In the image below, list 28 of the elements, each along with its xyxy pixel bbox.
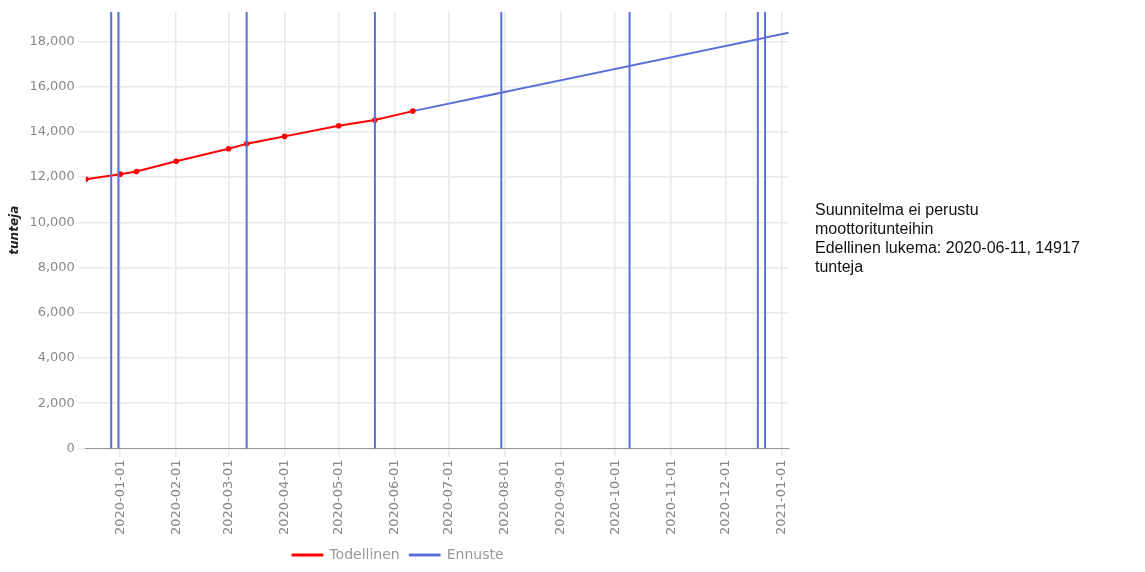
x-tick-label: 2020-06-01 bbox=[386, 459, 402, 536]
x-tick-label: 2021-01-01 bbox=[772, 459, 788, 536]
y-axis-title: tunteja bbox=[7, 205, 22, 255]
legend-label: Ennuste bbox=[446, 545, 504, 562]
y-tick-label: 6,000 bbox=[37, 304, 75, 320]
x-tick-label: 2020-07-01 bbox=[440, 459, 456, 536]
x-tick-label: 2020-02-01 bbox=[167, 459, 183, 536]
y-tick-label: 8,000 bbox=[37, 258, 75, 274]
text: Suunnitelma ei perustu moottoritunteihin bbox=[815, 200, 980, 238]
x-tick-label: 2020-01-01 bbox=[111, 459, 127, 536]
legend-label: Todellinen bbox=[328, 545, 400, 562]
x-tick-label: 2020-03-01 bbox=[219, 459, 235, 536]
y-tick-label: 16,000 bbox=[29, 78, 75, 93]
x-tick-label: 2020-12-01 bbox=[716, 459, 732, 536]
y-tick-label: 14,000 bbox=[29, 123, 75, 139]
x-tick-label: 2020-11-01 bbox=[662, 459, 678, 536]
text: Edellinen lukema: 2020-06-11, 14917 tunteja bbox=[815, 238, 1081, 276]
y-tick-label: 0 bbox=[66, 439, 75, 455]
y-tick-label: 12,000 bbox=[29, 168, 75, 184]
y-tick-label: 18,000 bbox=[29, 32, 75, 48]
y-tick-label: 2,000 bbox=[37, 394, 75, 410]
y-tick-label: 4,000 bbox=[37, 349, 75, 365]
x-tick-label: 2020-05-01 bbox=[330, 459, 346, 536]
x-tick-label: 2020-08-01 bbox=[496, 459, 512, 536]
x-tick-label: 2020-10-01 bbox=[606, 459, 622, 536]
x-tick-label: 2020-04-01 bbox=[275, 459, 291, 536]
x-tick-label: 2020-09-01 bbox=[552, 459, 568, 536]
y-tick-label: 10,000 bbox=[29, 213, 75, 229]
